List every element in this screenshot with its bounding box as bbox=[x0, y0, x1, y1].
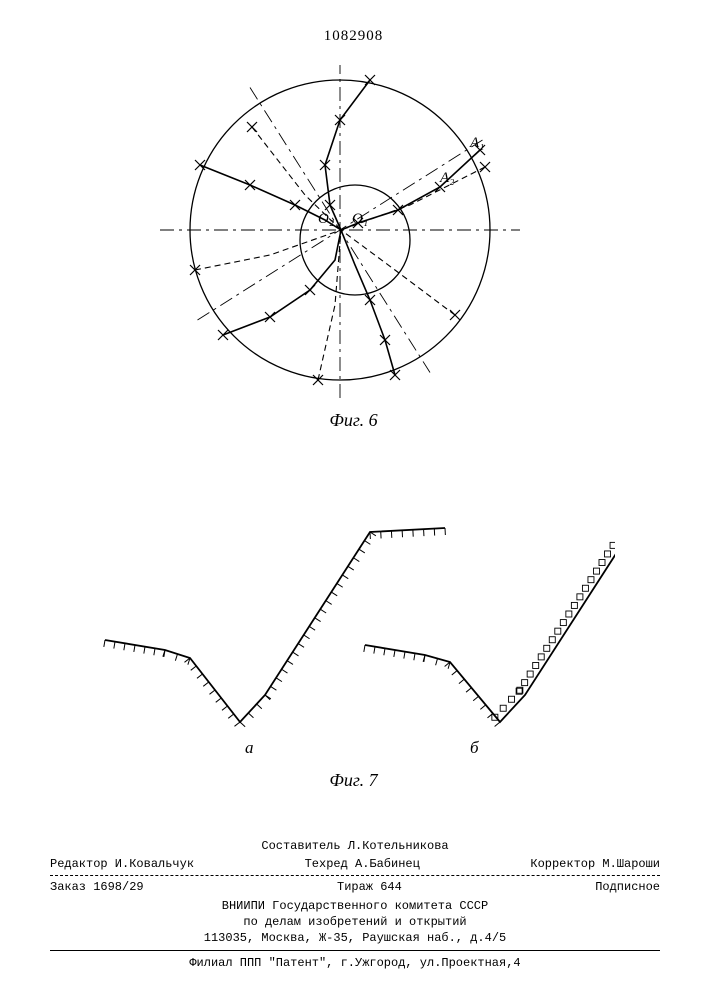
fig6-caption: Фиг. 6 bbox=[329, 410, 377, 431]
solid-divider bbox=[50, 950, 660, 951]
page-number: 1082908 bbox=[324, 28, 384, 45]
tirazh: Тираж 644 bbox=[337, 879, 402, 895]
techred: Техред А.Бабинец bbox=[305, 856, 420, 872]
order-row: Заказ 1698/29 Тираж 644 Подписное bbox=[50, 879, 660, 895]
org2: по делам изобретений и открытий bbox=[50, 914, 660, 930]
dashed-divider-1 bbox=[50, 875, 660, 876]
fig7-label-b: б bbox=[470, 738, 479, 758]
credits-row: Редактор И.Ковальчук Техред А.Бабинец Ко… bbox=[50, 856, 660, 872]
svg-text:О₂: О₂ bbox=[318, 211, 334, 227]
svg-text:А₁: А₁ bbox=[469, 135, 484, 151]
fig7-caption: Фиг. 7 bbox=[329, 770, 377, 791]
figure-6: О₁ О₂ А₁ А₂ bbox=[130, 65, 550, 405]
order-no: Заказ 1698/29 bbox=[50, 879, 144, 895]
svg-text:О₁: О₁ bbox=[352, 211, 368, 227]
svg-text:А₂: А₂ bbox=[439, 170, 454, 186]
corrector: Корректор М.Шароши bbox=[530, 856, 660, 872]
subscr: Подписное bbox=[595, 879, 660, 895]
fig7-label-a: а bbox=[245, 738, 254, 758]
footer-block: Составитель Л.Котельникова Редактор И.Ко… bbox=[50, 838, 660, 971]
filial: Филиал ППП "Патент", г.Ужгород, ул.Проек… bbox=[50, 955, 660, 971]
editor: Редактор И.Ковальчук bbox=[50, 856, 194, 872]
compiler-line: Составитель Л.Котельникова bbox=[50, 838, 660, 854]
addr: 113035, Москва, Ж-35, Раушская наб., д.4… bbox=[50, 930, 660, 946]
figure-7 bbox=[95, 490, 615, 760]
org1: ВНИИПИ Государственного комитета СССР bbox=[50, 898, 660, 914]
